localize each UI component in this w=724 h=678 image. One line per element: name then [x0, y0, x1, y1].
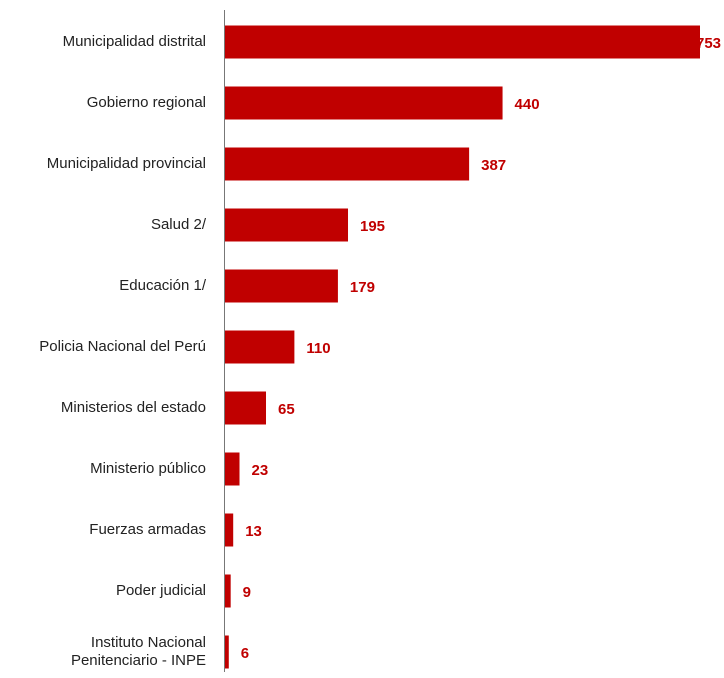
bar — [225, 513, 234, 547]
value-label: 195 — [360, 218, 385, 235]
bar — [225, 330, 295, 364]
category-label: Municipalidad distrital — [63, 33, 206, 50]
category-label: Policia Nacional del Perú — [39, 338, 206, 355]
bar — [225, 391, 267, 425]
value-label: 387 — [481, 157, 506, 174]
category-label: Educación 1/ — [119, 277, 207, 294]
bar — [225, 25, 700, 59]
category-label: Ministerios del estado — [61, 399, 206, 416]
bar — [225, 208, 349, 242]
value-label: 179 — [350, 279, 375, 296]
bar — [225, 574, 231, 608]
bar — [225, 452, 240, 486]
value-label: 23 — [252, 462, 269, 479]
bar — [225, 269, 338, 303]
category-label: Fuerzas armadas — [89, 521, 206, 538]
category-label: Salud 2/ — [151, 216, 207, 233]
category-label: Municipalidad provincial — [47, 155, 206, 172]
category-label: Poder judicial — [116, 582, 206, 599]
category-label: Instituto Nacional Penitenciario - INPE — [71, 634, 206, 669]
bar — [225, 635, 229, 669]
category-label: Ministerio público — [90, 460, 206, 477]
value-label: 6 — [241, 645, 249, 662]
value-label: 440 — [515, 96, 540, 113]
value-label: 65 — [278, 401, 295, 418]
value-label: 110 — [306, 340, 330, 357]
value-label: 13 — [245, 523, 262, 540]
bar — [225, 86, 503, 120]
value-label: 753 — [696, 35, 721, 52]
bar — [225, 147, 470, 181]
value-label: 9 — [243, 584, 251, 601]
category-label: Gobierno regional — [87, 94, 206, 111]
